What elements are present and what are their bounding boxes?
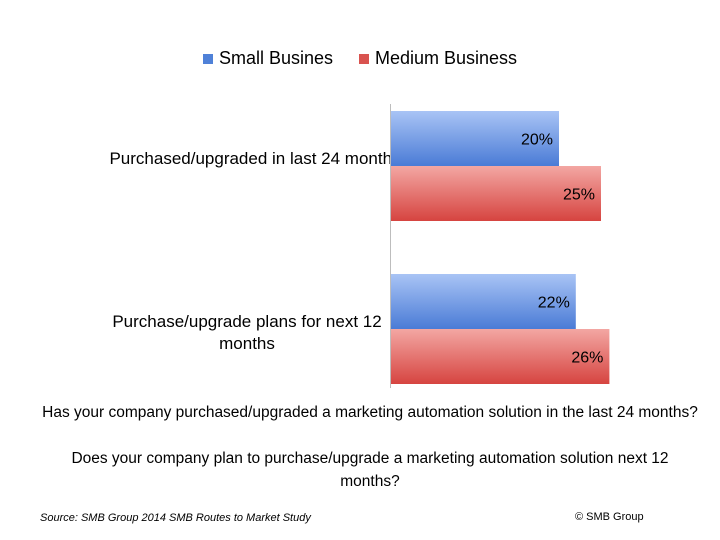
bar-medium-business-last-24-months bbox=[391, 166, 601, 221]
legend-label-small-business: Small Busines bbox=[218, 48, 333, 68]
category-label-last-24-months: Purchased/upgraded in last 24 months bbox=[109, 149, 401, 168]
data-label-small-business-last-24-months: 20% bbox=[521, 132, 553, 149]
legend-item-medium-business: Medium Business bbox=[358, 48, 518, 69]
question-2: Does your company plan to purchase/upgra… bbox=[71, 450, 669, 490]
data-label-medium-business-next-12-months: 26% bbox=[571, 350, 603, 367]
data-label-small-business-next-12-months: 22% bbox=[538, 295, 570, 312]
copyright-note: © SMB Group bbox=[575, 511, 644, 523]
legend-item-small-business: Small Busines bbox=[202, 48, 333, 69]
chart-legend: Small Busines Medium Business bbox=[0, 48, 720, 69]
legend-swatch-small-business bbox=[202, 53, 213, 64]
data-label-medium-business-last-24-months: 25% bbox=[563, 187, 595, 204]
legend-swatch-medium-business bbox=[358, 53, 369, 64]
bar-medium-business-next-12-months bbox=[391, 329, 610, 384]
bar-small-business-next-12-months bbox=[391, 274, 576, 329]
category-label-next-12-months: Purchase/upgrade plans for next 12 month… bbox=[112, 312, 382, 353]
source-note: Source: SMB Group 2014 SMB Routes to Mar… bbox=[40, 512, 311, 524]
question-1: Has your company purchased/upgraded a ma… bbox=[42, 404, 698, 421]
bar-small-business-last-24-months bbox=[391, 111, 559, 166]
legend-label-medium-business: Medium Business bbox=[374, 48, 518, 68]
